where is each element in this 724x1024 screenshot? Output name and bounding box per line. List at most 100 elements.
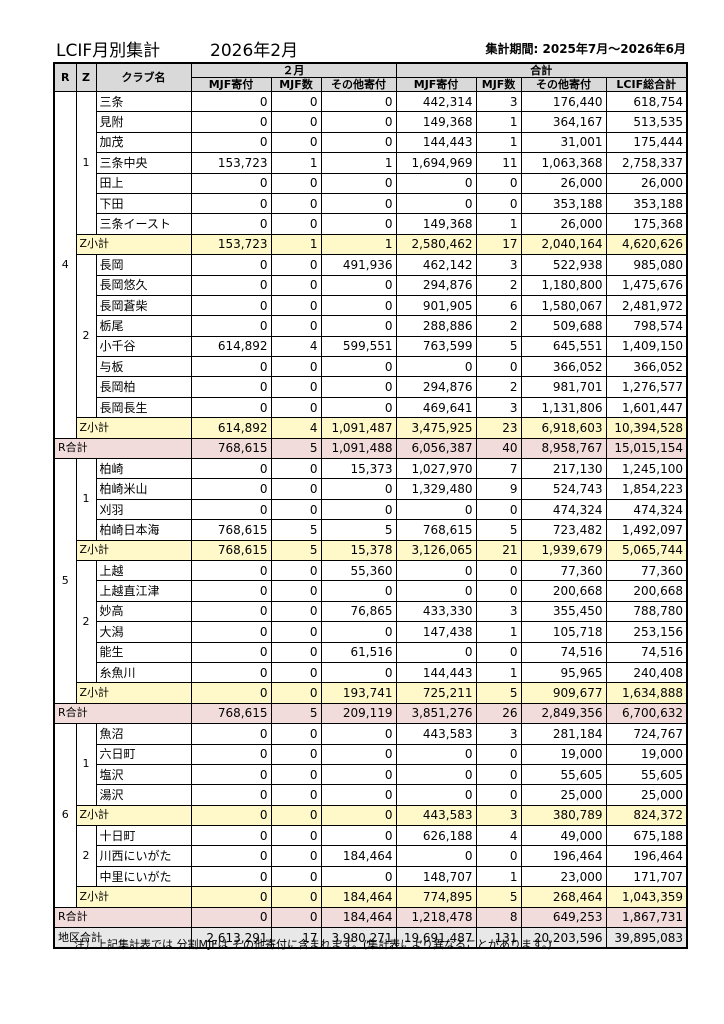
subtotal-label: Z小計 (75, 682, 192, 704)
value-cell: 768,615 (190, 702, 272, 725)
club-name: 加茂 (95, 131, 192, 154)
value-cell: 23 (475, 417, 522, 439)
value-cell: 0 (320, 356, 397, 378)
value-cell: 1 (320, 152, 397, 174)
value-cell: 23,000 (520, 865, 607, 888)
value-cell: 0 (395, 498, 477, 521)
value-cell: 0 (190, 784, 272, 806)
value-cell: 725,211 (395, 682, 477, 704)
month: 2026年2月 (210, 41, 299, 61)
value-cell: 0 (395, 356, 477, 378)
value-cell: 0 (270, 845, 322, 867)
value-cell: 1,939,679 (520, 539, 607, 561)
value-cell: 176,440 (520, 90, 607, 113)
group-head: ２月 (190, 62, 397, 78)
value-cell: 768,615 (190, 437, 272, 460)
value-cell: 0 (270, 784, 322, 806)
club-row: 6 1 魚沼 0 0 0 443,583 3 281,184 724,767 (53, 723, 688, 908)
col-head: Z (75, 62, 97, 92)
value-cell: 184,464 (320, 906, 397, 929)
subtotal-label: Z小計 (75, 886, 192, 908)
col-head: クラブ名 (95, 62, 192, 92)
value-cell: 491,936 (320, 254, 397, 276)
group-head: 合計 (395, 62, 688, 78)
value-cell: 26,000 (520, 213, 607, 235)
value-cell: 31,001 (520, 131, 607, 154)
zone-cell: 1 (75, 91, 97, 235)
zone-cell: 2 (75, 825, 97, 888)
value-cell: 1,329,480 (395, 478, 477, 500)
club-name: 中里にいがた (95, 865, 192, 888)
value-cell: 153,723 (190, 233, 272, 256)
value-cell: 0 (270, 111, 322, 133)
value-cell: 0 (270, 723, 322, 745)
value-cell: 380,789 (520, 804, 607, 827)
col-head: R (53, 62, 77, 92)
value-cell: 1 (270, 152, 322, 174)
club-name: 湯沢 (95, 784, 192, 806)
value-cell: 2,040,164 (520, 233, 607, 256)
value-cell: 0 (475, 559, 522, 582)
club-name: 糸魚川 (95, 661, 192, 684)
value-cell: 0 (475, 641, 522, 663)
value-cell: 0 (190, 274, 272, 296)
grand-total-row: 地区合計 2,613,291 17 3,980,271 19,691,487 131 20,… (53, 927, 688, 949)
value-cell: 0 (190, 294, 272, 317)
value-cell: 0 (190, 580, 272, 602)
value-cell: 1 (475, 131, 522, 154)
value-cell: 171,707 (605, 865, 688, 888)
value-cell: 0 (270, 274, 322, 296)
value-cell: 0 (190, 865, 272, 888)
value-cell: 184,464 (320, 886, 397, 908)
value-cell: 5 (270, 539, 322, 561)
value-cell: 1,063,368 (520, 152, 607, 174)
value-cell: 4 (475, 825, 522, 847)
value-cell: 5 (270, 519, 322, 541)
value-cell: 0 (475, 356, 522, 378)
total-label: R合計 (53, 437, 192, 460)
value-cell: 19,691,487 (395, 927, 477, 949)
value-cell: 0 (395, 580, 477, 602)
value-cell: 768,615 (190, 539, 272, 561)
club-name: 妙高 (95, 600, 192, 623)
value-cell: 0 (320, 763, 397, 786)
value-cell: 0 (270, 396, 322, 419)
value-cell: 15,015,154 (605, 437, 688, 460)
value-cell: 618,754 (605, 90, 688, 113)
value-cell: 1,475,676 (605, 274, 688, 296)
club-row: 2 上越 0 0 55,360 0 0 77,360 77,360 (54, 559, 688, 684)
period: 集計期間: 2025年7月～2026年6月 (485, 42, 686, 56)
value-cell: 0 (190, 376, 272, 398)
zone-cell: 2 (75, 254, 97, 419)
value-cell: 353,188 (605, 192, 688, 215)
value-cell: 200,668 (605, 580, 688, 602)
region-cell: 5 (53, 458, 77, 704)
club-row: 栃尾 0 0 0 288,886 2 509,688 798,574 (54, 315, 688, 337)
club-row: 長岡長生 0 0 0 469,641 3 1,131,806 1,601,447 (54, 396, 688, 419)
value-cell: 74,516 (605, 641, 688, 663)
value-cell: 0 (320, 294, 397, 317)
club-name: 大潟 (95, 621, 192, 643)
value-cell: 1 (270, 233, 322, 256)
club-row: 下田 0 0 0 0 0 353,188 353,188 (54, 192, 688, 215)
value-cell: 61,516 (320, 641, 397, 663)
value-cell: 1,492,097 (605, 519, 688, 541)
value-cell: 55,605 (605, 763, 688, 786)
value-cell: 0 (395, 845, 477, 867)
value-cell: 0 (270, 254, 322, 276)
value-cell: 209,119 (320, 702, 397, 725)
value-cell: 0 (320, 825, 397, 847)
value-cell: 0 (320, 804, 397, 827)
col-head: MJF数 (270, 77, 322, 92)
club-name: 三条 (95, 90, 192, 113)
value-cell: 0 (270, 458, 322, 480)
value-cell: 0 (320, 172, 397, 194)
value-cell: 3,851,276 (395, 702, 477, 725)
value-cell: 0 (190, 743, 272, 765)
value-cell: 1,601,447 (605, 396, 688, 419)
value-cell: 21 (475, 539, 522, 561)
value-cell: 0 (395, 192, 477, 215)
value-cell: 0 (190, 478, 272, 500)
value-cell: 0 (320, 661, 397, 684)
value-cell: 5,065,744 (605, 539, 688, 561)
